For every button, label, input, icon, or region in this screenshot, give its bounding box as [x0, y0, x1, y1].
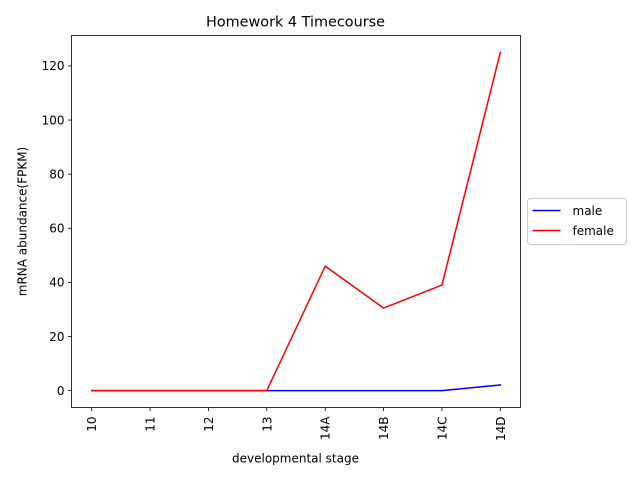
y-axis-label: mRNA abundance(FPKM): [16, 147, 30, 297]
x-tick-label: 14C: [435, 417, 449, 441]
series-line-female: [90, 51, 502, 392]
y-tick-label: 0: [57, 384, 65, 398]
y-tick-label: 80: [49, 167, 64, 181]
x-tick-label: 14A: [319, 416, 333, 440]
x-tick-label: 13: [260, 417, 274, 432]
y-tick-label: 100: [42, 113, 65, 127]
y-tick-label: 120: [42, 59, 65, 73]
y-tick-label: 60: [49, 222, 64, 236]
legend-label-female: female: [573, 224, 614, 238]
x-tick-label: 12: [202, 417, 216, 432]
plot-area: 10 11 12 13 14A 14B 14C 14D 0 20 40 60 80 100 120: [42, 35, 521, 442]
series-line-male: [90, 384, 502, 392]
x-axis-label: developmental stage: [232, 452, 359, 466]
legend-label-male: male: [573, 204, 603, 218]
x-tick-label: 11: [144, 417, 158, 432]
legend: male female: [527, 198, 627, 245]
y-tick-label: 20: [49, 330, 64, 344]
chart-title: Homework 4 Timecourse: [206, 15, 385, 31]
x-tick-label: 10: [85, 417, 99, 432]
x-tick-label: 14B: [377, 417, 391, 441]
x-tick-label: 14D: [494, 417, 508, 442]
y-tick-label: 40: [49, 276, 64, 290]
axes-frame: [71, 35, 521, 408]
